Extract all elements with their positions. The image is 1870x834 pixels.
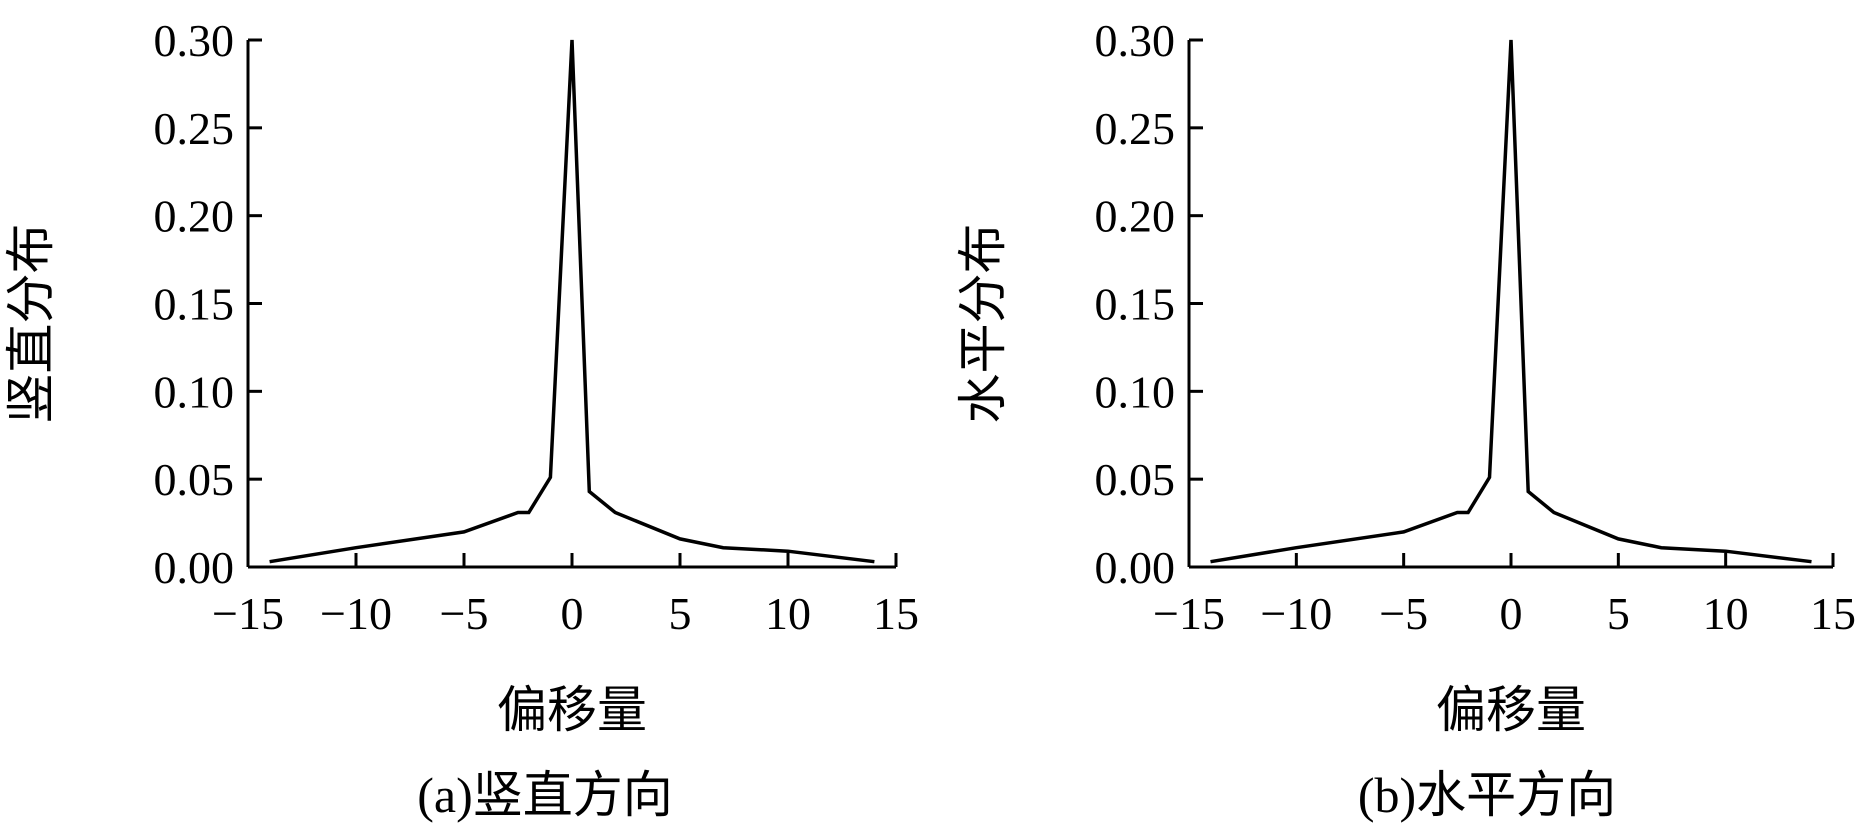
x-tick-label: 5 <box>1607 588 1630 639</box>
x-tick-label: −5 <box>1379 588 1428 639</box>
x-tick-label: 15 <box>873 588 919 639</box>
x-tick-label: 10 <box>765 588 811 639</box>
y-tick-label: 0.20 <box>154 191 235 242</box>
y-tick-label: 0.25 <box>1095 103 1176 154</box>
panel-caption: (b)水平方向 <box>1358 767 1616 823</box>
panel-vertical: 0.00 0.05 0.10 0.15 0.20 0.25 0.30 −15 −10 −5 0 5 10… <box>3 15 919 823</box>
y-tick-label: 0.15 <box>154 279 235 330</box>
x-tick-label: 0 <box>1500 588 1523 639</box>
y-tick-label: 0.00 <box>154 542 235 593</box>
y-tick-label: 0.15 <box>1095 279 1176 330</box>
y-tick-label: 0.10 <box>154 366 235 417</box>
x-tick-label: 10 <box>1703 588 1749 639</box>
y-tick-label: 0.25 <box>154 103 235 154</box>
x-tick-label: −15 <box>212 588 284 639</box>
y-axis-label: 竖直分布 <box>3 224 59 424</box>
y-tick-label: 0.05 <box>154 454 235 505</box>
y-tick-label: 0.10 <box>1095 366 1176 417</box>
x-axis-label: 偏移量 <box>1436 682 1586 738</box>
x-tick-label: −10 <box>1260 588 1332 639</box>
y-tick-label: 0.20 <box>1095 191 1176 242</box>
panel-horizontal: 0.00 0.05 0.10 0.15 0.20 0.25 0.30 −15 −10 −5 0 5 10… <box>955 15 1856 823</box>
y-tick-label: 0.05 <box>1095 454 1176 505</box>
x-tick-label: −15 <box>1153 588 1225 639</box>
x-tick-label: 15 <box>1810 588 1856 639</box>
series-line <box>1210 39 1812 564</box>
series-line <box>269 39 875 564</box>
x-axis-label: 偏移量 <box>497 682 647 738</box>
y-tick-label: 0.30 <box>1095 15 1176 66</box>
y-tick-label: 0.30 <box>154 15 235 66</box>
x-tick-label: 5 <box>669 588 692 639</box>
x-tick-label: 0 <box>561 588 584 639</box>
y-tick-label: 0.00 <box>1095 542 1176 593</box>
x-tick-label: −10 <box>320 588 392 639</box>
y-axis-label: 水平分布 <box>955 224 1011 424</box>
x-tick-label: −5 <box>440 588 489 639</box>
panel-caption: (a)竖直方向 <box>417 767 673 823</box>
